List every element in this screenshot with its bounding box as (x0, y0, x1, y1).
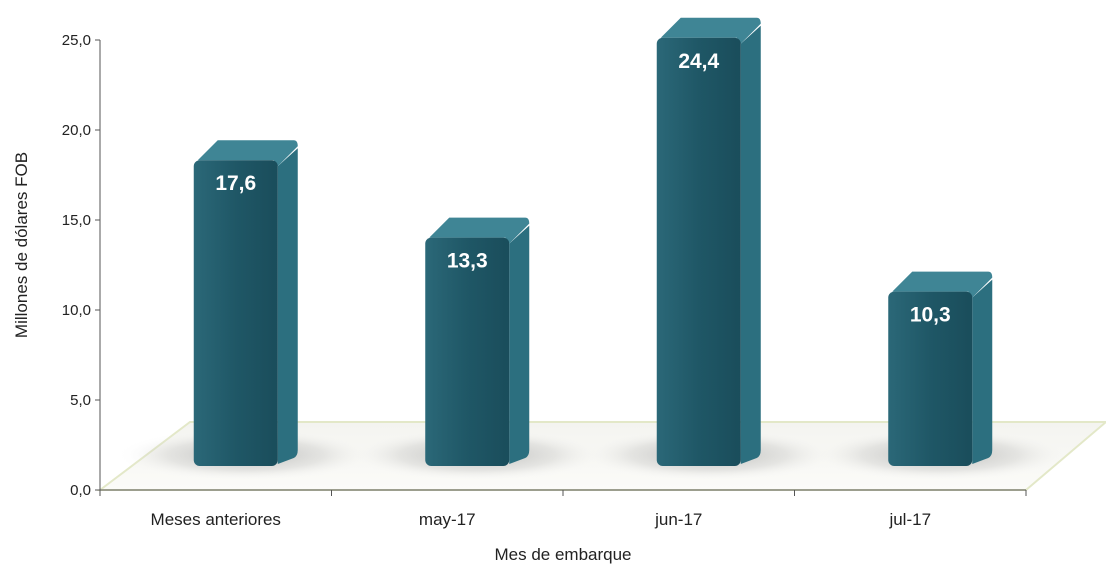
bar (656, 17, 761, 467)
bar-side-face (277, 148, 298, 464)
y-tick-label: 25,0 (62, 32, 91, 49)
bar-side-face (972, 279, 993, 464)
category-label: jul-17 (888, 510, 931, 529)
y-tick-label: 15,0 (62, 212, 91, 229)
bar-front-face (888, 291, 973, 466)
y-axis-title: Millones de dólares FOB (12, 152, 31, 338)
data-label: 13,3 (447, 250, 488, 273)
bar-side-face (740, 25, 761, 465)
bar-front-face (193, 160, 278, 466)
bar-front-face (425, 237, 510, 466)
data-label: 10,3 (910, 304, 951, 327)
bar (193, 140, 298, 466)
data-labels: 17,6 13,3 24,4 10,3 (215, 50, 950, 327)
y-tick-label: 10,0 (62, 302, 91, 319)
data-label: 17,6 (215, 172, 256, 195)
category-label: Meses anteriores (151, 510, 281, 529)
bar (888, 271, 993, 466)
bar-top-face (197, 140, 298, 167)
bar-top-face (660, 17, 761, 44)
category-label: may-17 (419, 510, 476, 529)
x-axis-title: Mes de embarque (494, 545, 631, 564)
x-axis-ticks (99, 490, 1027, 496)
y-tick-label: 5,0 (70, 392, 91, 409)
bar-side-face (509, 225, 530, 464)
y-tick-label: 0,0 (70, 482, 91, 499)
bar-front-face (656, 37, 741, 467)
category-label: jun-17 (654, 510, 702, 529)
bar (425, 217, 530, 466)
bar-top-face (892, 271, 993, 298)
y-tick-label: 20,0 (62, 122, 91, 139)
bars (193, 17, 993, 467)
y-axis-ticks: 0,0 5,0 10,0 15,0 20,0 25,0 (62, 32, 100, 499)
category-labels: Meses anteriores may-17 jun-17 jul-17 (151, 510, 931, 529)
data-label: 24,4 (678, 50, 719, 73)
bar-top-face (429, 217, 530, 244)
